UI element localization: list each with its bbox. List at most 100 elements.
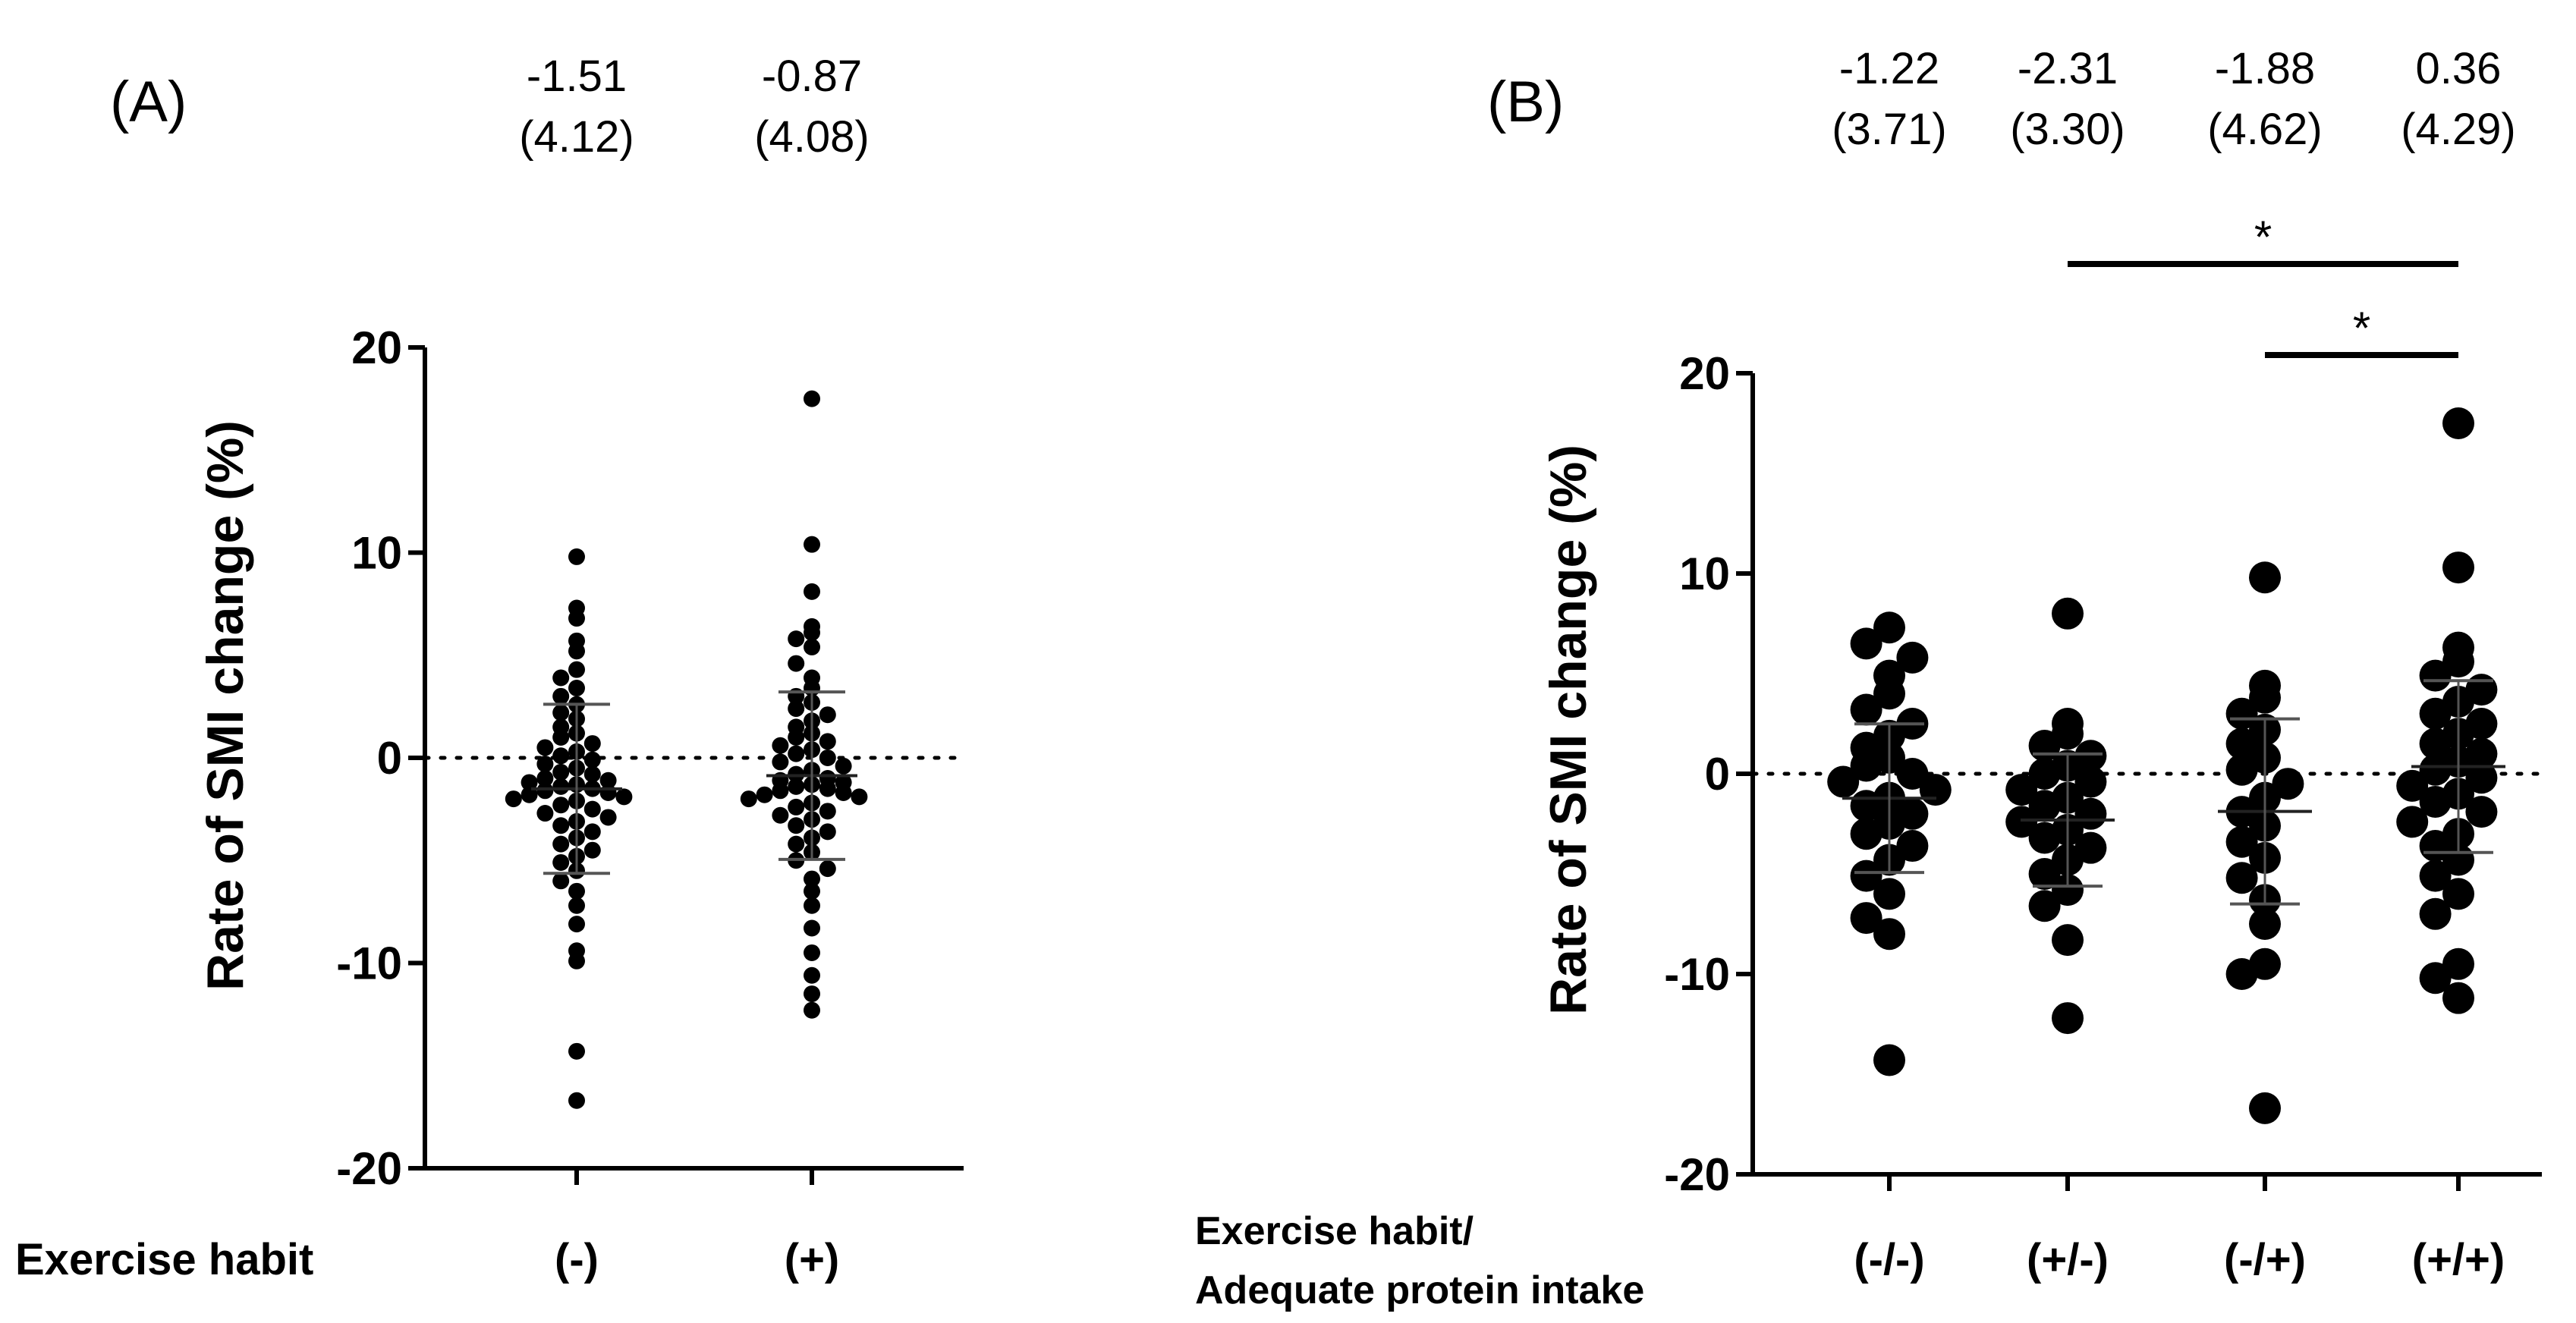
data-point — [552, 687, 570, 705]
group-sd-text: (4.12) — [519, 112, 634, 162]
data-point — [788, 655, 805, 672]
data-point — [536, 805, 554, 822]
y-tick-label: 20 — [351, 322, 402, 373]
data-point — [1896, 641, 1929, 674]
data-point — [2052, 597, 2084, 630]
data-point — [536, 756, 554, 773]
group-label: (-/-) — [1854, 1235, 1924, 1284]
data-point — [772, 737, 789, 754]
y-tick-label: 10 — [1679, 548, 1730, 599]
data-point — [788, 835, 805, 853]
data-point — [2052, 924, 2084, 957]
data-point — [772, 806, 789, 824]
data-point — [2419, 897, 2452, 930]
data-point — [788, 728, 805, 746]
data-point — [2419, 859, 2452, 892]
panel-b-plot: 20 10 0 -10 -20 (-/-) -1.22 (3.71) (+/-) -2.31 (3.… — [1664, 44, 2544, 1284]
data-point — [1896, 830, 1929, 863]
data-point — [2442, 982, 2474, 1014]
data-point — [1850, 902, 1882, 935]
y-tick-label: -20 — [336, 1143, 402, 1194]
data-point — [835, 784, 852, 801]
panel-b-label: (B) — [1487, 70, 1564, 134]
data-point — [552, 728, 570, 746]
data-point — [819, 860, 836, 878]
data-point — [2419, 659, 2452, 692]
group-sd-text: (4.62) — [2207, 105, 2323, 154]
group-label: (+/-) — [2027, 1235, 2109, 1284]
data-point — [552, 853, 570, 871]
data-point — [788, 630, 805, 648]
data-point — [772, 753, 789, 771]
significance-star: * — [2254, 212, 2272, 262]
panel-b-grouping-label-line1: Exercise habit/ — [1195, 1209, 1474, 1253]
data-point — [2225, 697, 2258, 730]
group-sd-text: (4.29) — [2401, 105, 2516, 154]
data-point — [788, 798, 805, 815]
group-sd-text: (3.30) — [2010, 105, 2125, 154]
data-point — [819, 823, 836, 841]
y-tick-label: -10 — [336, 938, 402, 989]
data-point — [568, 1092, 585, 1109]
data-point — [851, 788, 868, 806]
data-point — [2225, 862, 2258, 894]
data-point — [536, 770, 554, 787]
y-tick-label: 0 — [1705, 749, 1730, 800]
data-point — [1850, 818, 1882, 850]
data-point — [819, 749, 836, 766]
data-point — [804, 870, 820, 888]
data-point — [568, 882, 585, 900]
data-point — [804, 624, 820, 641]
data-point — [1873, 878, 1905, 910]
data-point — [1873, 918, 1905, 951]
group-label: (-) — [555, 1235, 599, 1284]
data-point — [804, 944, 820, 961]
data-point — [552, 763, 570, 781]
data-point — [568, 1042, 585, 1060]
data-point — [1850, 859, 1882, 892]
data-point — [2442, 646, 2474, 678]
data-point — [1850, 749, 1882, 782]
panel-a-plot: 20 10 0 -10 -20 (-) -1.51 (4.12) (+) -0.87 (4.08) — [336, 52, 966, 1284]
data-point — [756, 786, 773, 803]
data-point — [552, 872, 570, 890]
data-point — [1873, 677, 1905, 710]
data-point — [2442, 407, 2474, 439]
data-point — [1873, 1044, 1905, 1076]
data-point — [2249, 681, 2281, 714]
data-point — [552, 797, 570, 814]
data-point — [568, 610, 585, 627]
data-point — [788, 745, 805, 762]
data-point — [804, 919, 820, 937]
data-point — [788, 700, 805, 718]
data-point — [835, 757, 852, 775]
data-point — [819, 780, 836, 797]
data-point — [583, 765, 601, 783]
data-point — [2419, 962, 2452, 995]
panel-a-grouping-label: Exercise habit — [15, 1235, 313, 1284]
significance-star: * — [2353, 303, 2370, 354]
data-point — [2052, 874, 2084, 907]
data-point — [599, 784, 617, 801]
data-point — [819, 733, 836, 750]
data-point — [804, 390, 820, 407]
data-point — [2419, 727, 2452, 760]
data-point — [552, 835, 570, 853]
y-tick-label: 20 — [1679, 348, 1730, 399]
data-point — [568, 661, 585, 678]
data-point — [583, 841, 601, 859]
data-point — [804, 897, 820, 914]
data-point — [568, 548, 585, 565]
data-point — [2074, 765, 2107, 798]
group-mean-text: -1.51 — [527, 52, 627, 101]
group-label: (-/+) — [2224, 1235, 2306, 1284]
data-point — [583, 823, 601, 841]
data-point — [2396, 769, 2429, 802]
group-sd-text: (3.71) — [1832, 105, 1947, 154]
data-point — [552, 704, 570, 721]
data-point — [505, 790, 522, 808]
data-point — [1827, 765, 1860, 798]
data-point — [552, 778, 570, 795]
data-point — [568, 916, 585, 933]
